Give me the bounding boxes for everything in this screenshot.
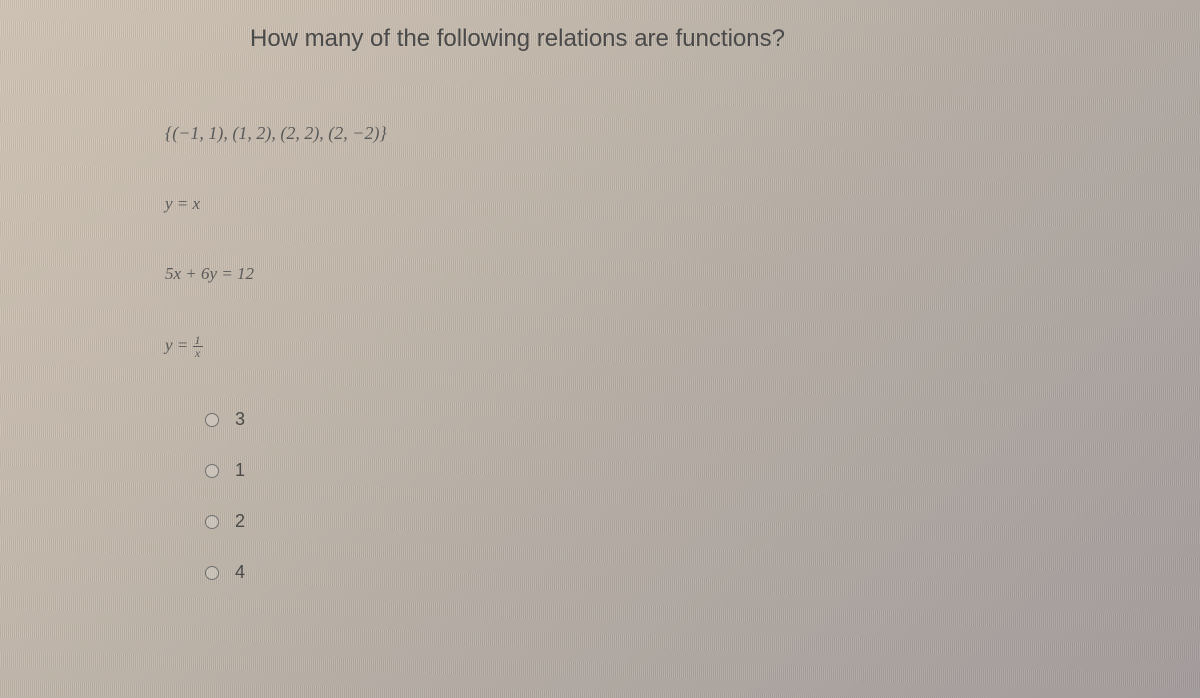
radio-icon — [205, 515, 219, 529]
option-label: 4 — [235, 562, 245, 583]
question-text: How many of the following relations are … — [250, 25, 1200, 53]
option-1[interactable]: 1 — [205, 460, 1200, 481]
radio-icon — [205, 413, 219, 427]
answer-options: 3 1 2 4 — [205, 409, 1200, 583]
fraction-denominator: x — [193, 347, 202, 359]
radio-icon — [205, 464, 219, 478]
relation-1: {(−1, 1), (1, 2), (2, 2), (2, −2)} — [165, 123, 1200, 144]
option-3[interactable]: 3 — [205, 409, 1200, 430]
radio-icon — [205, 566, 219, 580]
quiz-content: How many of the following relations are … — [0, 0, 1200, 583]
relation-2: y = x — [165, 194, 1200, 214]
relation-3: 5x + 6y = 12 — [165, 264, 1200, 284]
option-label: 1 — [235, 460, 245, 481]
relation-4: y = 1x — [165, 334, 1200, 359]
fraction: 1x — [193, 334, 203, 359]
option-label: 2 — [235, 511, 245, 532]
option-2[interactable]: 2 — [205, 511, 1200, 532]
relation-4-lhs: y = — [165, 335, 193, 354]
option-4[interactable]: 4 — [205, 562, 1200, 583]
option-label: 3 — [235, 409, 245, 430]
